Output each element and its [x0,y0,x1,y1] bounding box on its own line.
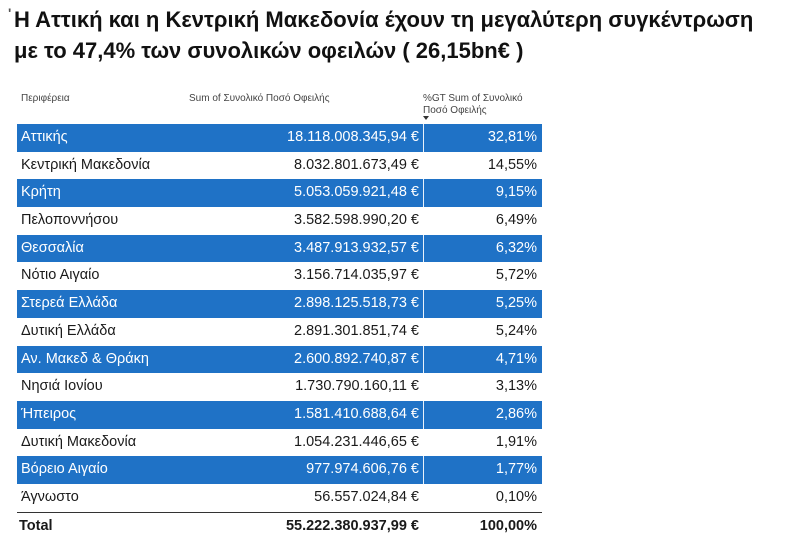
total-label: Total [19,517,53,534]
column-divider [423,234,424,263]
table-row[interactable]: Ήπειρος 1.581.410.688,64 € 2,86% [17,400,542,429]
column-header-pct-line2: Ποσό Οφειλής [423,105,487,116]
column-header-pct-line1: %GT Sum of Συνολικό [423,93,523,104]
column-divider [423,373,424,401]
column-divider [423,345,424,374]
cell-pct: 9,15% [495,184,537,201]
cell-region: Άγνωστο [21,488,79,505]
column-divider [423,207,424,235]
cell-sum: 3.156.714.035,97 € [294,267,419,284]
column-header-sum[interactable]: Sum of Συνολικό Ποσό Οφειλής [189,93,330,104]
column-divider [423,456,424,484]
cell-region: Κεντρική Μακεδονία [21,156,151,173]
cell-sum: 977.974.606,76 € [306,461,419,478]
cell-region: Αττικής [21,129,68,145]
page-title: ' Η Αττική και η Κεντρική Μακεδονία έχου… [8,4,794,66]
column-divider [423,179,424,208]
column-header-region[interactable]: Περιφέρεια [21,93,70,104]
cell-region: Δυτική Ελλάδα [21,322,116,339]
table-row[interactable]: Κρήτη 5.053.059.921,48 € 9,15% [17,179,542,208]
cell-sum: 1.054.231.446,65 € [294,433,419,450]
cell-sum: 56.557.024,84 € [314,488,419,505]
table-row[interactable]: Βόρειο Αιγαίο 977.974.606,76 € 1,77% [17,456,542,484]
table-row[interactable]: Θεσσαλία 3.487.913.932,57 € 6,32% [17,234,542,263]
column-divider [423,317,424,346]
cell-sum: 1.730.790.160,11 € [295,378,419,395]
cell-pct: 5,72% [495,267,537,284]
cell-sum: 2.600.892.740,87 € [294,350,419,367]
total-row: Total 55.222.380.937,99 € 100,00% [17,511,542,537]
table-header: Περιφέρεια Sum of Συνολικό Ποσό Οφειλής … [17,88,542,124]
cell-region: Πελοποννήσου [21,212,119,229]
cell-sum: 1.581.410.688,64 € [294,405,419,422]
column-divider [423,483,424,512]
table-row[interactable]: Αν. Μακεδ & Θράκη 2.600.892.740,87 € 4,71% [17,345,542,374]
cell-sum: 2.891.301.851,74 € [294,322,419,339]
cell-sum: 8.032.801.673,49 € [294,156,419,173]
cell-pct: 32,81% [487,129,537,145]
cell-region: Νησιά Ιονίου [21,378,103,395]
cell-region: Νότιο Αιγαίο [21,267,100,284]
cell-sum: 5.053.059.921,48 € [294,184,419,201]
table-row[interactable]: Άγνωστο 56.557.024,84 € 0,10% [17,483,542,512]
cell-pct: 2,86% [495,405,537,422]
table-row[interactable]: Νησιά Ιονίου 1.730.790.160,11 € 3,13% [17,373,542,401]
column-divider [423,400,424,429]
table-row[interactable]: Κεντρική Μακεδονία 8.032.801.673,49 € 14,5… [17,151,542,180]
cell-pct: 3,13% [495,378,537,395]
column-divider [423,151,424,180]
title-line-1: Η Αττική και η Κεντρική Μακεδονία έχουν … [14,7,754,32]
column-header-pct[interactable]: %GT Sum of Συνολικό Ποσό Οφειλής [423,93,543,117]
cell-pct: 4,71% [495,350,537,367]
cell-pct: 0,10% [495,488,537,505]
cell-sum: 3.487.913.932,57 € [294,239,419,256]
column-divider [423,428,424,457]
column-divider [423,290,424,318]
cell-pct: 14,55% [487,156,537,173]
cell-region: Αν. Μακεδ & Θράκη [21,350,149,367]
cell-region: Κρήτη [21,184,61,201]
cell-pct: 1,77% [495,461,537,478]
title-tick-mark: ' [8,5,12,21]
sort-descending-icon[interactable] [423,116,429,120]
title-line-2: με το 47,4% των συνολικών οφειλών ( 26,1… [14,38,524,63]
cell-pct: 1,91% [495,433,537,450]
table-body: Αττικής 18.118.008.345,94 € 32,81% Κεντρική… [17,124,542,512]
cell-pct: 5,24% [495,322,537,339]
table-row[interactable]: Δυτική Ελλάδα 2.891.301.851,74 € 5,24% [17,317,542,346]
debt-table: Περιφέρεια Sum of Συνολικό Ποσό Οφειλής … [17,88,542,537]
column-divider [423,124,424,152]
cell-region: Θεσσαλία [21,239,84,256]
cell-sum: 18.118.008.345,94 € [287,129,419,145]
cell-sum: 2.898.125.518,73 € [294,295,419,312]
table-row[interactable]: Νότιο Αιγαίο 3.156.714.035,97 € 5,72% [17,262,542,291]
table-row[interactable]: Πελοποννήσου 3.582.598.990,20 € 6,49% [17,207,542,235]
total-pct: 100,00% [479,517,537,534]
cell-region: Ήπειρος [21,405,77,422]
cell-pct: 5,25% [495,295,537,312]
cell-region: Δυτική Μακεδονία [21,433,137,450]
cell-region: Βόρειο Αιγαίο [21,461,108,478]
column-divider [423,262,424,291]
cell-sum: 3.582.598.990,20 € [294,212,419,229]
table-row[interactable]: Αττικής 18.118.008.345,94 € 32,81% [17,124,542,152]
table-row[interactable]: Στερεά Ελλάδα 2.898.125.518,73 € 5,25% [17,290,542,318]
cell-pct: 6,32% [495,239,537,256]
cell-region: Στερεά Ελλάδα [21,295,118,312]
total-sum: 55.222.380.937,99 € [285,517,419,534]
table-row[interactable]: Δυτική Μακεδονία 1.054.231.446,65 € 1,91% [17,428,542,457]
cell-pct: 6,49% [495,212,537,229]
